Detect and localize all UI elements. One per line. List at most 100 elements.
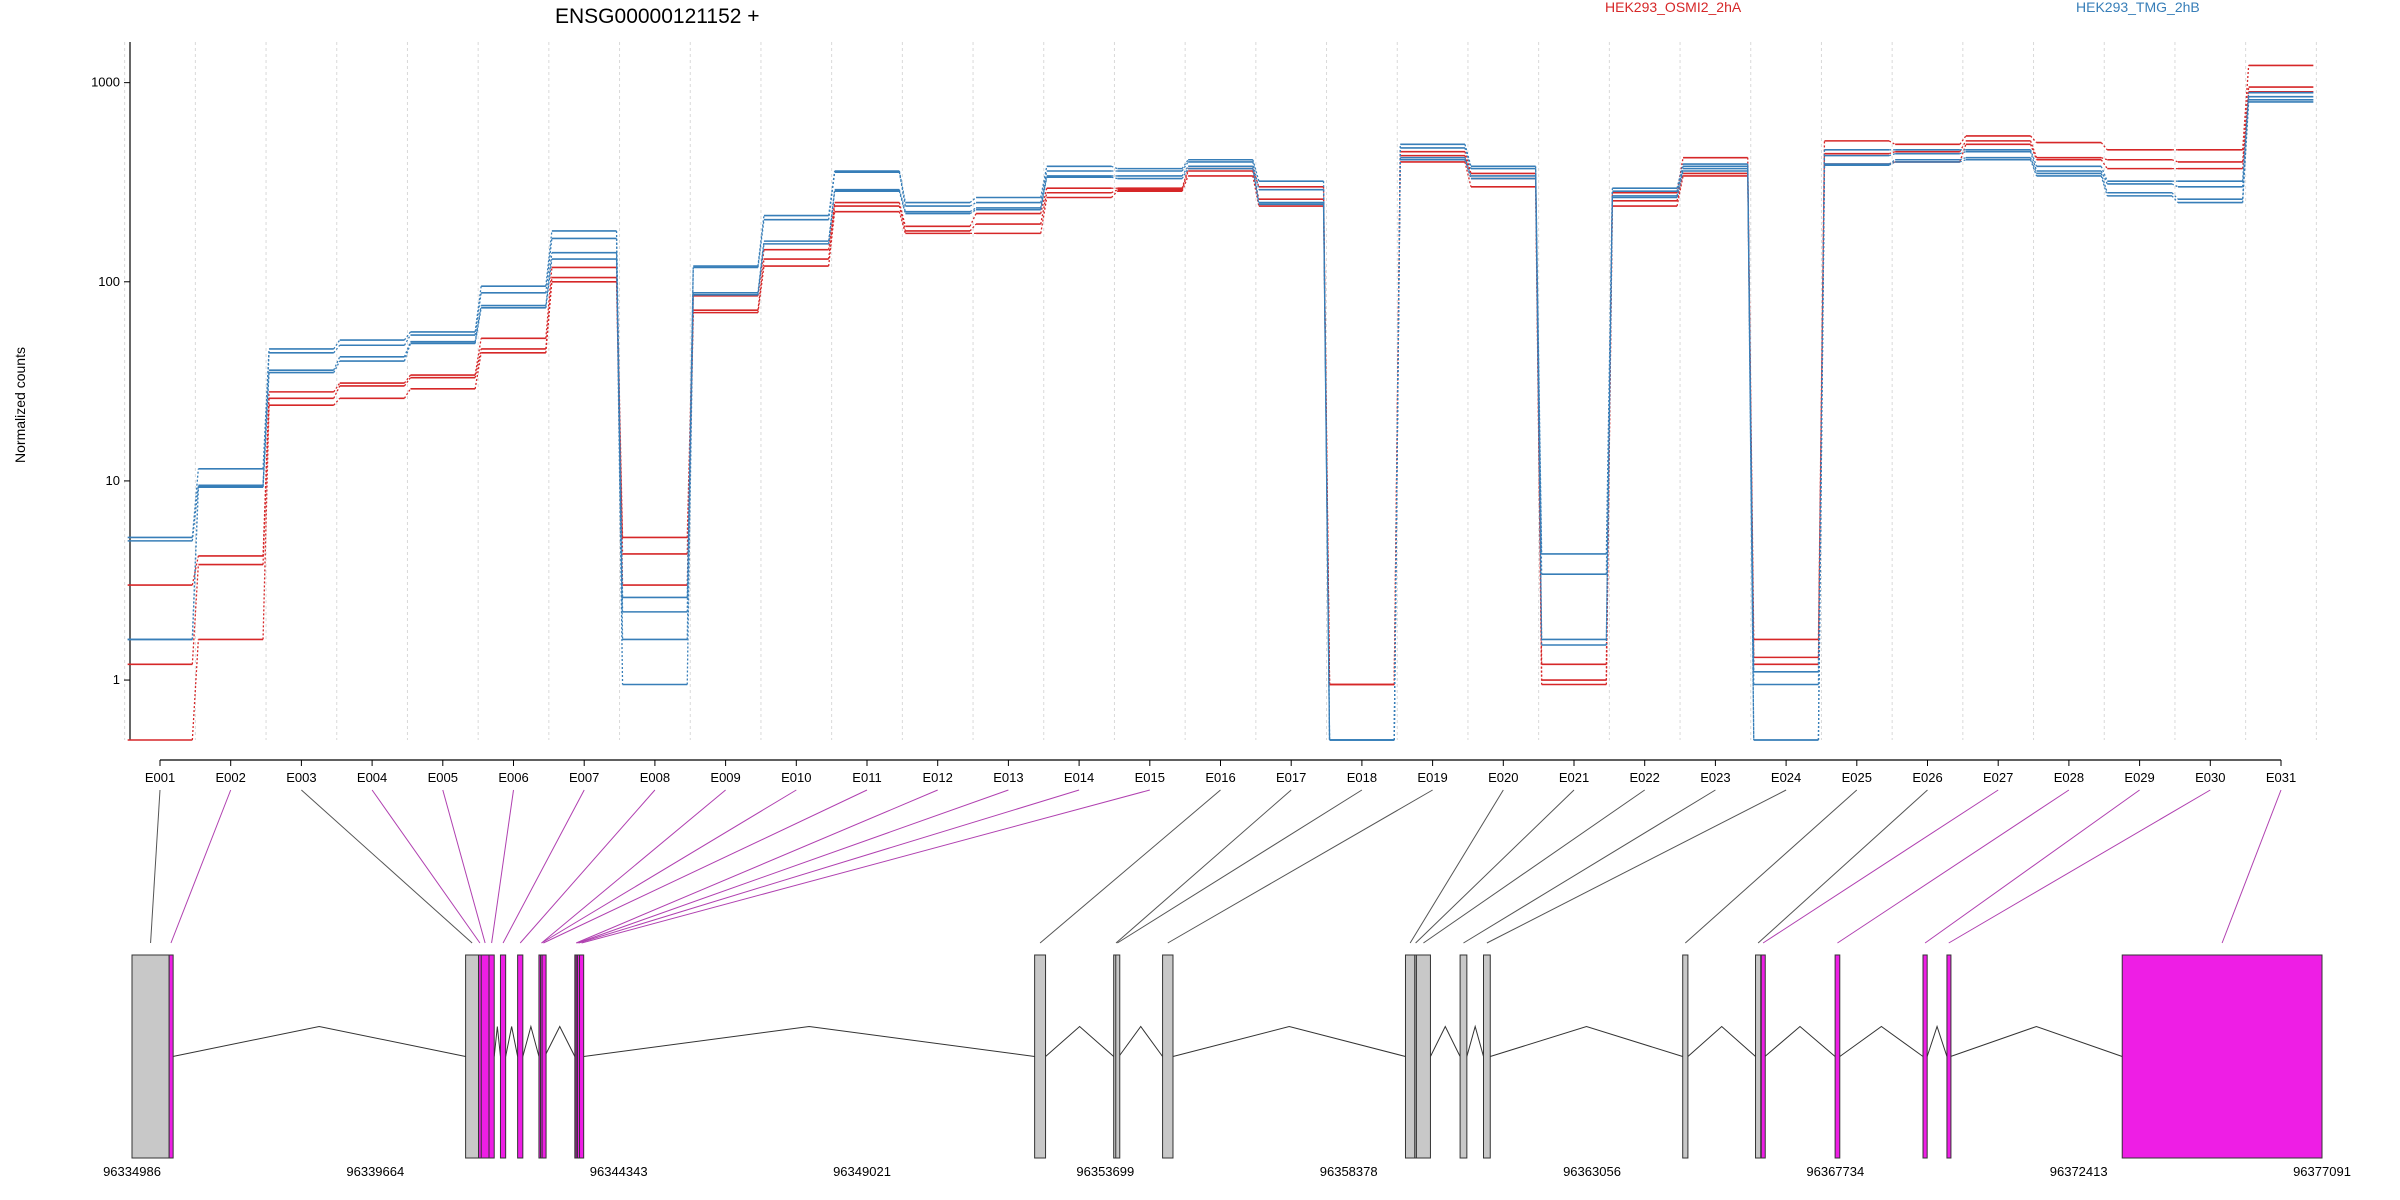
connector-e029 xyxy=(1924,789,2140,944)
exon-box-e028 xyxy=(1834,954,1841,1159)
series-plateaus xyxy=(127,99,2314,741)
series-plateaus xyxy=(127,91,2314,741)
intron-line xyxy=(1926,1024,1948,1057)
exon-box-e030 xyxy=(1946,954,1952,1159)
genomic-coordinate-label: 96363056 xyxy=(1563,1164,1621,1179)
x-tick-label: E021 xyxy=(1559,770,1589,785)
connector-e023 xyxy=(1463,789,1716,944)
exon-box-e027 xyxy=(1760,954,1766,1159)
connector-e026 xyxy=(1757,789,1928,944)
exon-box-e023 xyxy=(1459,954,1468,1159)
intron-line xyxy=(583,1025,1035,1057)
connector-e010 xyxy=(541,789,797,944)
y-tick-label: 1000 xyxy=(91,75,120,90)
exon-box-e006 xyxy=(488,954,495,1159)
intron-line xyxy=(544,1025,576,1057)
x-tick-label: E022 xyxy=(1630,770,1660,785)
genomic-coordinate-label: 96344343 xyxy=(590,1164,648,1179)
legend-entry-osmi2: HEK293_OSMI2_2hA xyxy=(1605,0,1742,15)
series-plateaus xyxy=(127,95,2314,741)
exon-box-e024 xyxy=(1483,954,1491,1159)
x-tick-label: E004 xyxy=(357,770,387,785)
x-tick-label: E008 xyxy=(640,770,670,785)
x-tick-label: E011 xyxy=(852,770,881,785)
exon-box-e008 xyxy=(517,954,524,1159)
series-hek293-tmg-2hb xyxy=(127,99,2314,741)
x-tick-label: E017 xyxy=(1276,770,1306,785)
series-transitions xyxy=(191,91,2250,741)
gene-model: 96334986 96339664 96344343 96349021 96353699… xyxy=(103,954,2351,1179)
exon-box-e031 xyxy=(2121,954,2323,1159)
x-tick-label: E003 xyxy=(286,770,316,785)
connector-e012 xyxy=(575,789,938,944)
connector-e021 xyxy=(1415,789,1575,944)
genomic-coordinate-label: 96339664 xyxy=(346,1164,404,1179)
connector-e019 xyxy=(1167,789,1433,944)
y-tick-label: 100 xyxy=(98,274,120,289)
series-transitions xyxy=(191,101,2250,741)
x-tick-label: E010 xyxy=(781,770,811,785)
x-tick-label: E019 xyxy=(1417,770,1447,785)
connector-e011 xyxy=(543,789,868,944)
exon-box-e007 xyxy=(499,954,507,1159)
exon-box-e025 xyxy=(1682,954,1689,1159)
exon-box-e002 xyxy=(168,954,174,1159)
connector-e024 xyxy=(1486,789,1787,944)
exon-box-e022 xyxy=(1415,954,1431,1159)
intron-line xyxy=(1430,1025,1461,1057)
connector-e015 xyxy=(581,789,1150,944)
series-plateaus xyxy=(127,101,2314,741)
connector-e008 xyxy=(519,789,656,944)
chart-title: ENSG00000121152 + xyxy=(555,5,760,28)
series-lines xyxy=(127,64,2314,741)
x-tick-label: E016 xyxy=(1205,770,1235,785)
x-tick-label: E013 xyxy=(993,770,1023,785)
intron-line xyxy=(1466,1024,1484,1057)
connector-e027 xyxy=(1762,789,1999,944)
x-tick-label: E015 xyxy=(1135,770,1165,785)
legend-entry-tmg: HEK293_TMG_2hB xyxy=(2076,0,2200,15)
series-hek293-tmg-2hb xyxy=(127,95,2314,741)
genomic-coordinate-label: 96353699 xyxy=(1076,1164,1134,1179)
exon-box-e015 xyxy=(579,954,585,1159)
x-tick-label: E006 xyxy=(498,770,528,785)
connector-e016 xyxy=(1039,789,1221,944)
intron-line xyxy=(522,1024,540,1057)
exon-box-e029 xyxy=(1922,954,1928,1159)
genomic-coordinate-label: 96372413 xyxy=(2050,1164,2108,1179)
intron-line xyxy=(493,1026,501,1057)
x-tick-label: E028 xyxy=(2054,770,2084,785)
exon-box-e011 xyxy=(541,954,547,1159)
exon-box-e020 xyxy=(1404,954,1416,1159)
genomic-coordinate-label: 96334986 xyxy=(103,1164,161,1179)
intron-line xyxy=(1118,1025,1163,1057)
exon-box-e026 xyxy=(1755,954,1762,1159)
y-tick-label: 10 xyxy=(106,473,120,488)
x-tick-label: E005 xyxy=(428,770,458,785)
x-tick-label: E014 xyxy=(1064,770,1094,785)
intron-line xyxy=(1950,1025,2123,1057)
y-tick-label: 1 xyxy=(113,672,120,687)
x-tick-label: E012 xyxy=(923,770,953,785)
connector-e018 xyxy=(1117,789,1363,944)
x-tick-label: E009 xyxy=(710,770,740,785)
genomic-coordinate-label: 96349021 xyxy=(833,1164,891,1179)
series-plateaus xyxy=(127,90,2314,741)
x-tick-label: E023 xyxy=(1700,770,1730,785)
x-tick-label: E020 xyxy=(1488,770,1518,785)
intron-line xyxy=(1839,1025,1924,1057)
grid-lines xyxy=(124,42,2317,740)
connector-e028 xyxy=(1837,789,2070,944)
connector-e002 xyxy=(170,789,232,944)
x-tick-label: E027 xyxy=(1983,770,2013,785)
x-tick-label: E001 xyxy=(145,770,175,785)
exon-connectors xyxy=(150,789,2282,944)
intron-line xyxy=(1490,1025,1683,1057)
y-axis-label: Normalized counts xyxy=(12,347,28,463)
intron-line xyxy=(1172,1025,1406,1057)
genomic-coordinate-label: 96367734 xyxy=(1806,1164,1864,1179)
series-hek293-tmg-2hb xyxy=(127,91,2314,741)
connector-e025 xyxy=(1684,789,1858,944)
x-tick-label: E031 xyxy=(2266,770,2296,785)
